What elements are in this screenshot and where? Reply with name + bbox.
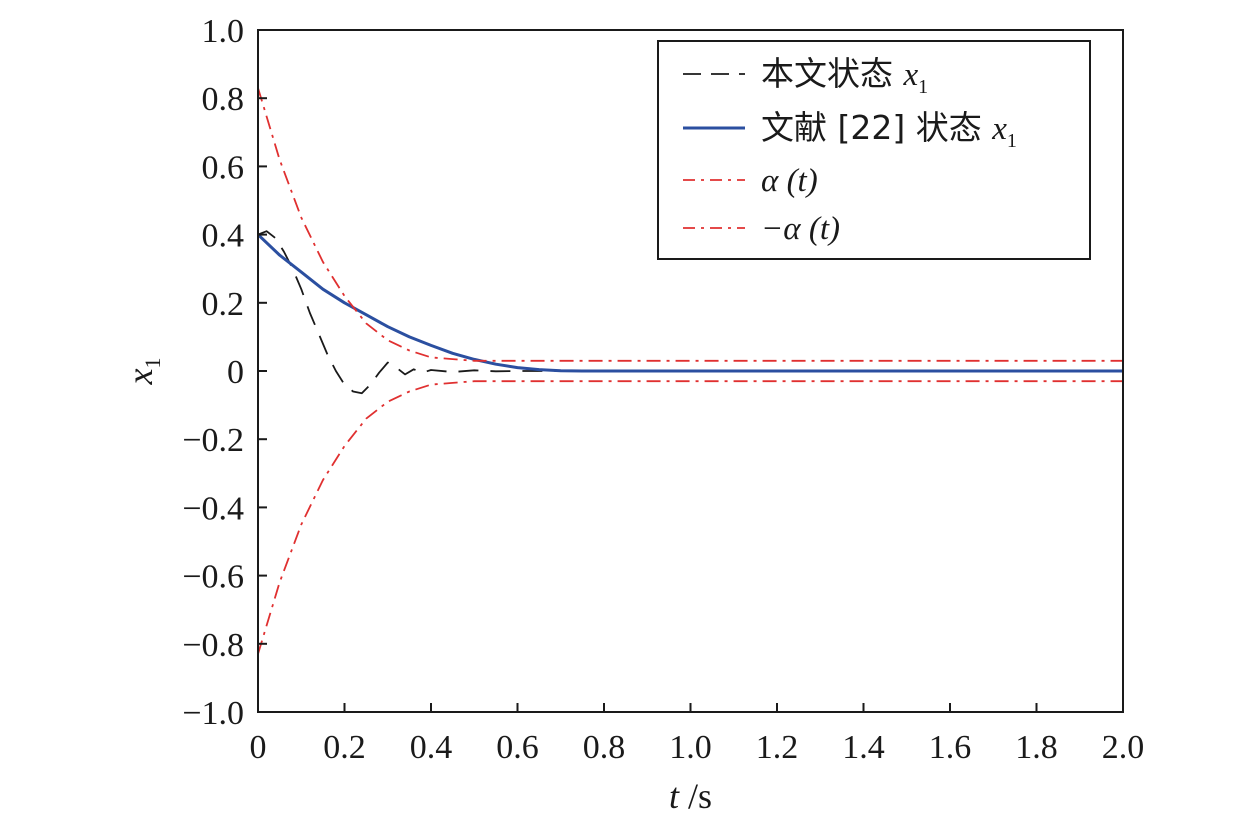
y-axis-label-sub: 1 <box>140 358 165 369</box>
legend-label: α (t) <box>761 163 818 199</box>
legend-label-var: x <box>991 111 1007 147</box>
x-tick-label: 1.2 <box>756 729 799 766</box>
y-tick-label: −0.6 <box>182 559 244 596</box>
legend-label-var: x <box>903 57 919 93</box>
y-axis-label: x1 <box>120 358 165 386</box>
x-axis-label-unit: /s <box>679 776 712 816</box>
x-tick-label: 1.0 <box>669 729 712 766</box>
x-tick-label: 0 <box>250 729 267 766</box>
series-line-4 <box>258 380 1123 655</box>
x-tick-label: 0.2 <box>323 729 366 766</box>
legend-label: 文献 [22] 状态 x1 <box>761 108 1017 152</box>
x-tick-label: 1.6 <box>929 729 972 766</box>
x-tick-label: 0.6 <box>496 729 539 766</box>
legend-label: −α (t) <box>761 211 840 247</box>
x-axis-label: t /s <box>669 776 712 816</box>
legend-label-text: −α (t) <box>761 211 840 247</box>
x-tick-label: 1.8 <box>1015 729 1058 766</box>
x-tick-label: 1.4 <box>842 729 885 766</box>
y-tick-label: 0.6 <box>202 149 245 186</box>
y-tick-label: −1.0 <box>182 695 244 732</box>
y-tick-label: 0.8 <box>202 81 245 118</box>
legend-label-text: 文献 [22] 状态 <box>761 108 992 147</box>
series-line-3 <box>258 87 1123 362</box>
legend-box <box>657 40 1091 260</box>
x-tick-label: 2.0 <box>1102 729 1145 766</box>
series-line-2 <box>258 233 1123 373</box>
x-tick-label: 0.8 <box>583 729 626 766</box>
y-axis-label-var: x <box>120 368 160 385</box>
y-tick-label: 1.0 <box>202 13 245 50</box>
legend-label-sub: 1 <box>918 76 928 98</box>
series-line-1 <box>258 230 1123 395</box>
y-tick-label: 0 <box>227 354 244 391</box>
legend-label-sub: 1 <box>1007 130 1017 152</box>
axes: 0 0.2 0.4 0.6 0.8 1.0 1.2 1.4 1.6 1.8 2.0 1.0 0.8 0.6… <box>120 13 1144 816</box>
plot-area <box>258 87 1123 655</box>
y-tick-label: 0.4 <box>202 218 245 255</box>
legend-label-text: α (t) <box>761 163 818 199</box>
legend-label-text: 本文状态 <box>761 54 904 93</box>
x-tick-label: 0.4 <box>410 729 453 766</box>
legend-label: 本文状态 x1 <box>761 54 928 98</box>
y-tick-label: −0.4 <box>182 490 244 527</box>
y-tick-label: −0.2 <box>182 422 244 459</box>
y-tick-label: −0.8 <box>182 627 244 664</box>
x-axis-label-var: t <box>669 776 680 816</box>
y-tick-label: 0.2 <box>202 286 245 323</box>
